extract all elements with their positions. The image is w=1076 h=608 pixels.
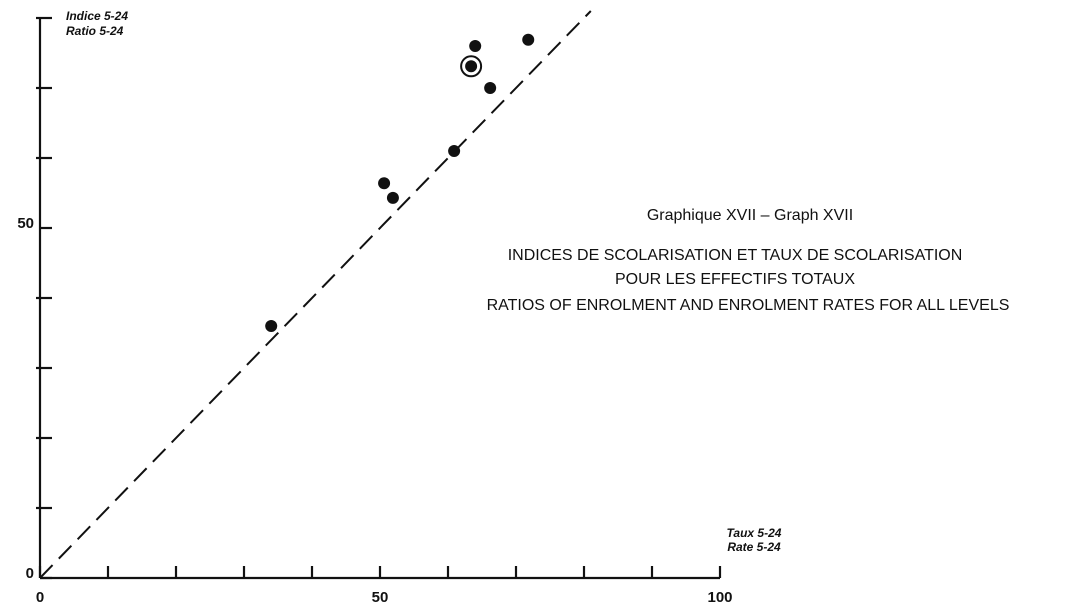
x-tick-label: 100: [707, 589, 732, 606]
point: [265, 320, 278, 332]
point: [522, 33, 535, 46]
x-tick-label: 0: [36, 589, 44, 606]
diagonal-line: [39, 10, 592, 579]
point: [386, 191, 399, 204]
y-axis-label: Indice 5-24: [66, 9, 128, 23]
y-axis-label: Ratio 5-24: [66, 24, 124, 38]
chart-subtitle: RATIOS OF ENROLMENT AND ENROLMENT RATES …: [487, 297, 1010, 314]
y-tick-label: 0: [26, 565, 34, 582]
point: [448, 145, 461, 157]
point: [465, 60, 478, 73]
chart-subtitle: POUR LES EFFECTIFS TOTAUX: [615, 271, 855, 288]
x-axis-label: Taux 5-24: [727, 526, 782, 540]
x-tick-label: 50: [372, 589, 389, 606]
point: [484, 82, 497, 94]
x-axis-label: Rate 5-24: [727, 540, 781, 554]
chart-title: Graphique XVII – Graph XVII: [647, 207, 853, 224]
chart-subtitle: INDICES DE SCOLARISATION ET TAUX DE SCOL…: [508, 247, 963, 264]
point: [469, 40, 482, 52]
y-tick-label: 50: [17, 215, 34, 232]
point: [378, 177, 391, 190]
highlight-ring: [460, 55, 483, 78]
